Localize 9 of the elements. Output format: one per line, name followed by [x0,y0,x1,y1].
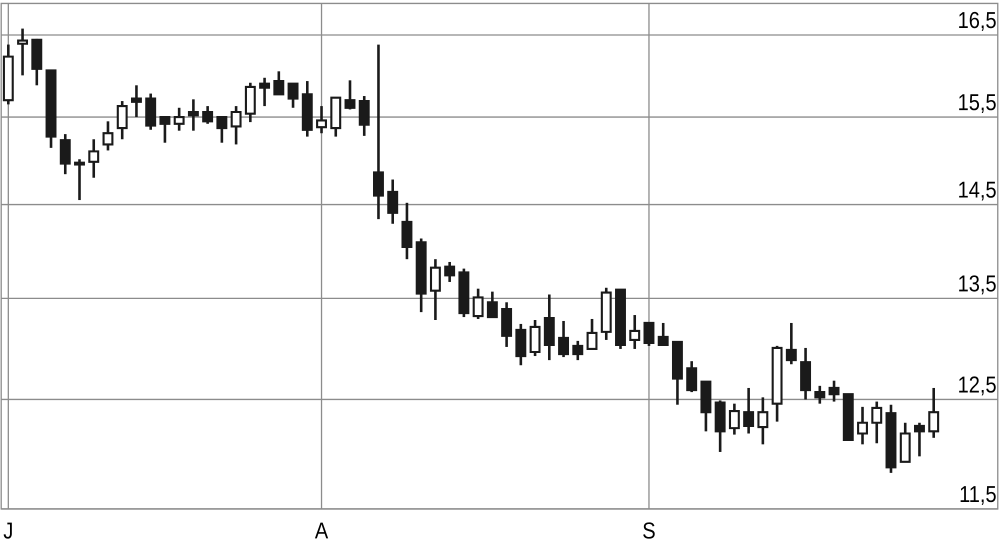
y-tick-label: 11,5 [960,486,996,505]
y-tick-label: 13,5 [959,275,996,294]
x-tick-label: J [4,522,12,539]
y-tick-label: 15,5 [959,94,996,114]
y-tick-label: 16,5 [959,12,996,31]
x-tick-label: S [643,522,655,539]
x-tick-label: A [314,522,328,538]
y-tick-label: 12,5 [959,376,996,396]
y-tick-label: 14,5 [959,182,996,200]
